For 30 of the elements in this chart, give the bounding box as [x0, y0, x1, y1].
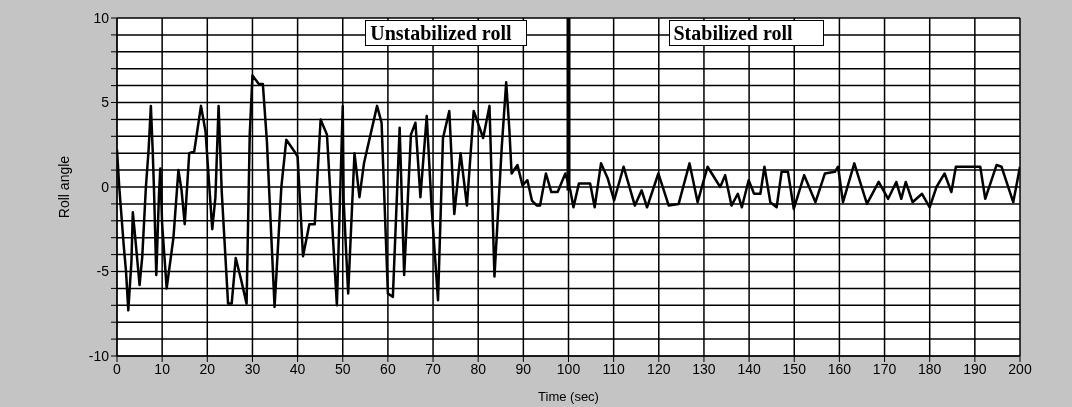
y-tick-label: -5 — [96, 263, 110, 280]
x-tick-label: 140 — [737, 360, 761, 377]
x-tick-label: 80 — [470, 360, 487, 377]
x-axis-title: Time (sec) — [538, 389, 599, 404]
y-axis-title: Roll angle — [55, 155, 72, 219]
x-tick-label: 30 — [244, 360, 261, 377]
x-tick-label: 100 — [556, 360, 581, 377]
x-tick-label: 180 — [918, 360, 942, 377]
y-tick-label: 10 — [93, 9, 110, 26]
x-tick-label: 20 — [199, 360, 216, 377]
y-tick-label: 5 — [101, 94, 110, 111]
x-tick-label: 0 — [113, 360, 122, 377]
x-tick-label: 200 — [1008, 360, 1032, 377]
x-tick-label: 110 — [602, 360, 626, 377]
x-tick-label: 120 — [647, 360, 671, 377]
x-tick-label: 40 — [289, 360, 306, 377]
y-tick-label: -10 — [88, 347, 110, 364]
x-tick-label: 170 — [872, 360, 897, 377]
x-tick-label: 60 — [380, 360, 396, 377]
x-tick-label: 130 — [692, 360, 716, 377]
x-tick-label: 90 — [515, 360, 532, 377]
x-tick-label: 50 — [334, 360, 351, 377]
x-tick-label: 70 — [425, 360, 442, 377]
y-tick-label: 0 — [101, 178, 110, 195]
annotation: Unstabilized roll — [365, 20, 527, 46]
x-tick-label: 190 — [963, 360, 987, 377]
x-tick-label: 150 — [782, 360, 807, 377]
annotation: Stabilized roll — [668, 20, 824, 46]
x-tick-label: 160 — [827, 360, 852, 377]
x-tick-label: 10 — [154, 360, 171, 377]
